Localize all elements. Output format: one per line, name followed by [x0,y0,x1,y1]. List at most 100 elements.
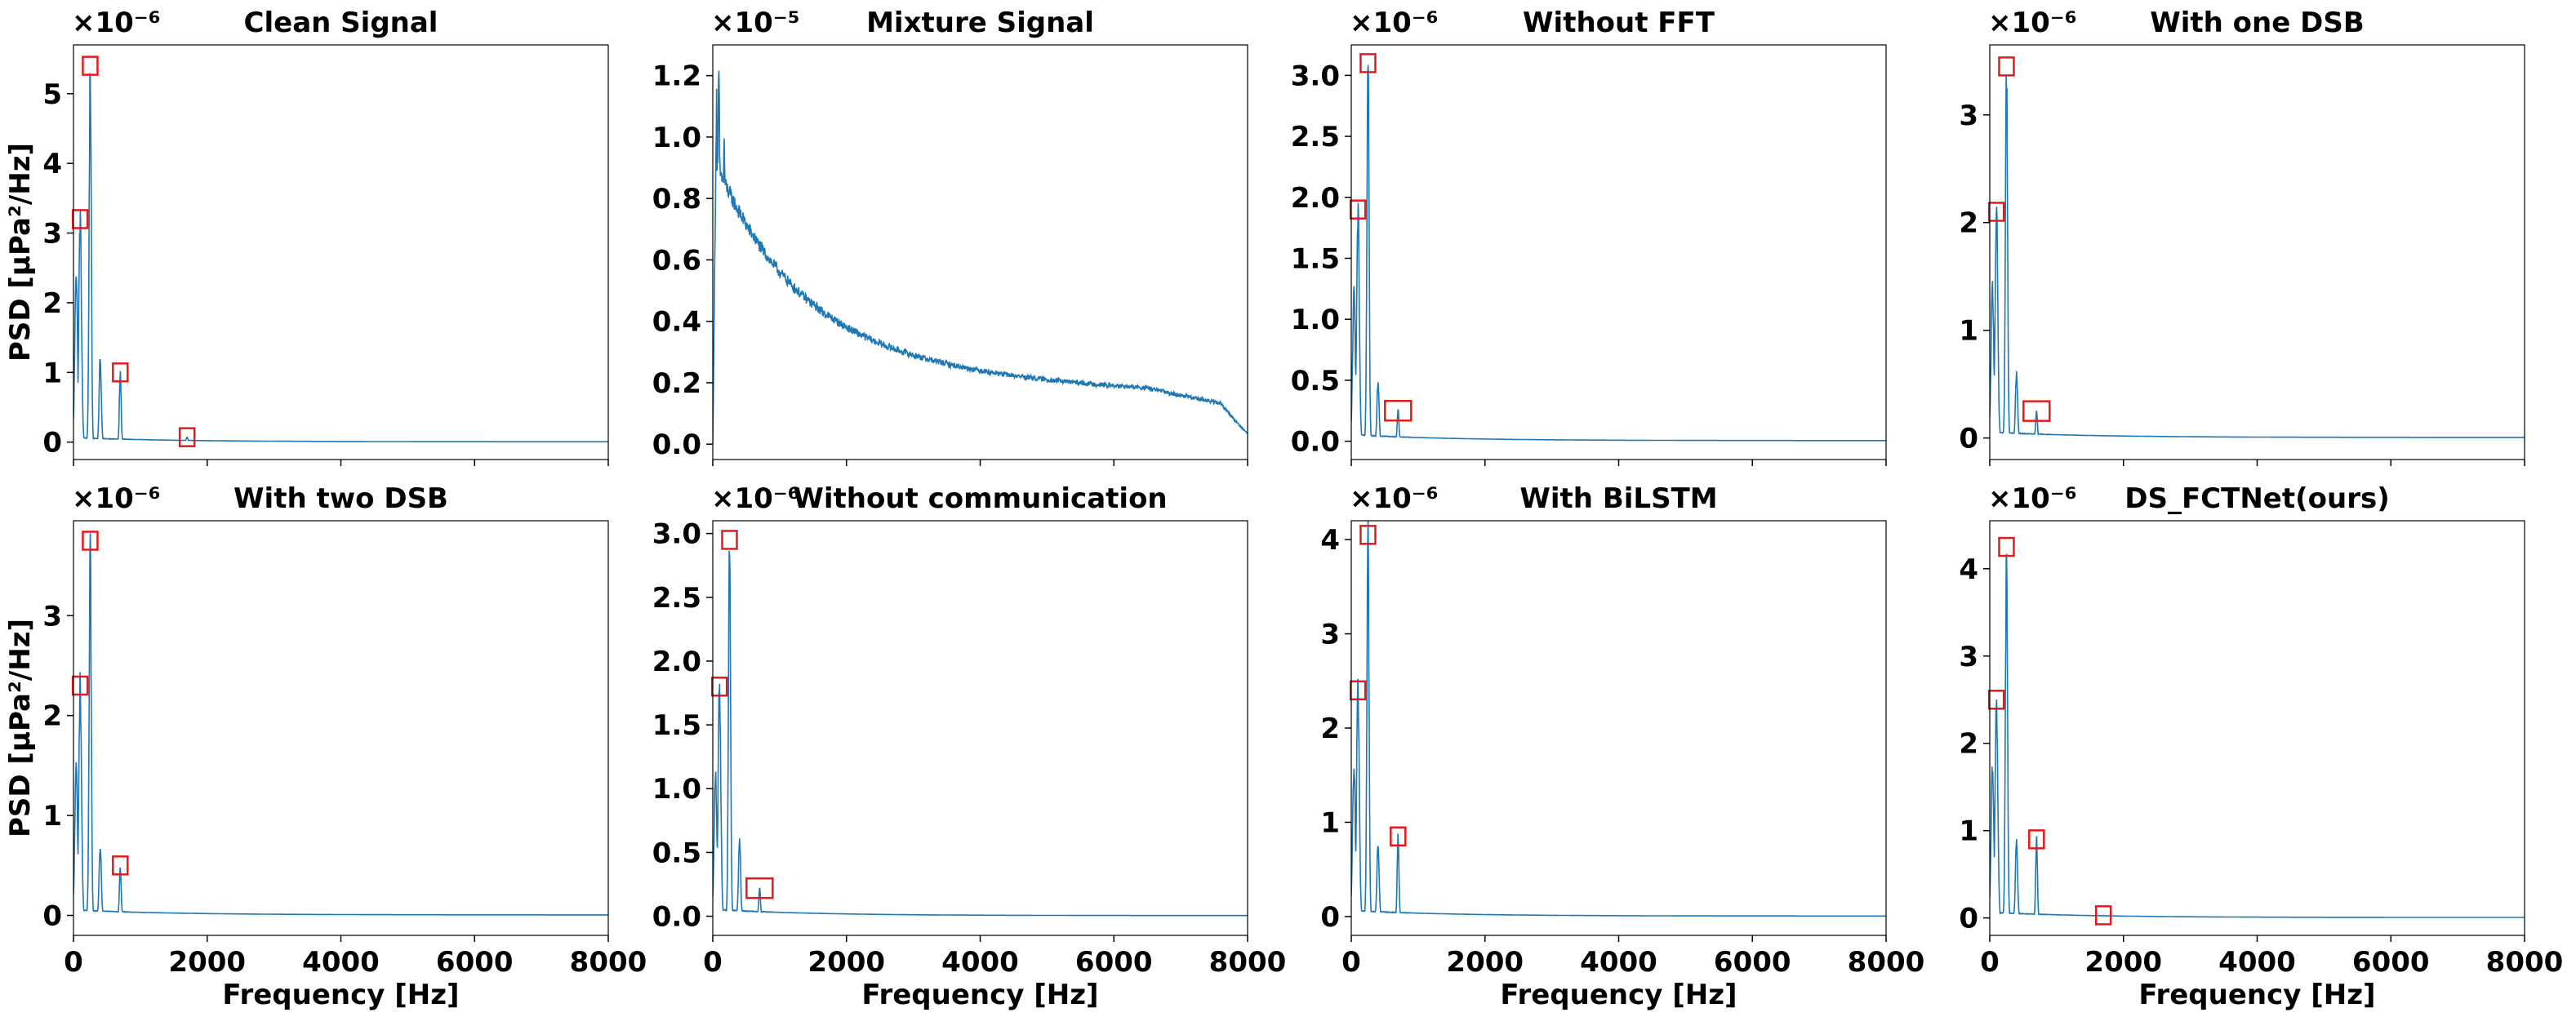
x-tick-label: 8000 [1848,946,1925,979]
y-multiplier: ×10⁻⁶ [1988,7,2077,39]
y-tick-label: 1 [42,357,62,389]
peak-highlight [1359,53,1377,73]
panel-title: With one DSB [2150,7,2365,39]
y-tick-label: 1 [42,800,62,833]
x-tick-label: 0 [1341,946,1361,979]
y-tick-label: 3.0 [1291,60,1340,92]
y-tick-label: 0.6 [652,244,701,277]
x-tick-label: 4000 [2218,946,2296,979]
panel-4: 0 1 2 3 ×10⁻⁶ With one DSB [1959,7,2525,466]
x-tick-label: 8000 [570,946,647,979]
y-tick-label: 0.2 [652,367,701,400]
y-tick-label: 1 [1959,315,1978,348]
axes-frame [712,520,1248,936]
peak-highlight [2094,905,2112,926]
peak-highlight [112,855,129,876]
axes-frame [1989,520,2525,936]
axes-frame [1350,44,1887,460]
y-tick-label: 1.0 [652,122,701,154]
x-tick-label: 4000 [302,946,380,979]
psd-trace [713,70,1248,444]
y-multiplier: ×10⁻⁶ [711,482,800,515]
y-tick-label: 1 [1320,806,1340,839]
peak-highlight [2022,400,2051,422]
y-multiplier: ×10⁻⁶ [1988,482,2077,515]
peak-highlight [1998,536,2015,557]
peak-highlight [71,675,89,696]
x-axis-label: Frequency [Hz] [861,979,1098,1011]
y-tick-label: 0.5 [652,837,701,869]
x-tick-label: 8000 [1209,946,1287,979]
y-tick-label: 5 [42,78,62,111]
y-tick-label: 1.2 [652,60,701,93]
x-tick-label: 4000 [941,946,1019,979]
x-tick-label: 6000 [1714,946,1791,979]
y-tick-label: 2.0 [652,646,701,678]
y-tick-label: 3 [1959,641,1978,673]
x-tick-label: 6000 [436,946,514,979]
y-tick-label: 0 [1959,903,1978,935]
axes-frame [73,520,609,936]
y-tick-label: 0 [42,427,62,460]
x-tick-label: 2000 [808,946,885,979]
y-tick-label: 0 [1959,423,1978,455]
x-tick-label: 0 [64,946,83,979]
y-tick-label: 3 [1959,100,1978,132]
peak-highlight [1349,680,1367,701]
y-tick-label: 0.0 [652,429,701,461]
panel-5: 0 1 2 3 0 2000 4000 6000 8000 ×10⁻⁶ With two DSB Fr… [4,482,647,1011]
y-tick-label: 0.4 [652,306,701,339]
x-tick-label: 6000 [2352,946,2430,979]
peak-highlight [1987,689,2005,710]
y-tick-label: 0 [1320,901,1340,934]
y-tick-label: 2.0 [1291,182,1340,215]
panel-1: 0 1 2 3 4 5 ×10⁻⁶ Clean Signal PSD [µPa²/Hz] [4,7,609,466]
psd-trace [73,73,608,442]
y-multiplier: ×10⁻⁶ [72,7,161,39]
psd-trace [1351,64,1886,442]
peak-highlight [2028,829,2045,850]
y-tick-label: 2.5 [652,582,701,615]
psd-trace [1990,75,2525,438]
psd-trace [1351,521,1886,917]
y-tick-label: 0.0 [1291,426,1340,459]
y-tick-label: 1.0 [652,773,701,806]
x-axis-label: Frequency [Hz] [1500,979,1737,1011]
panel-7: 0 1 2 3 4 0 2000 4000 6000 8000 ×10⁻⁶ With BiLSTM Fr… [1320,482,1924,1011]
y-tick-label: 2 [1320,713,1340,745]
x-tick-label: 0 [703,946,723,979]
peak-highlight [1987,202,2005,222]
panel-6: 0.0 0.5 1.0 1.5 2.0 2.5 3.0 0 2000 4000 6000 8000 ×1… [652,482,1287,1011]
peak-highlight [178,427,196,447]
peak-highlight [710,676,728,697]
axes-frame [1350,520,1887,936]
panel-title: Without FFT [1523,7,1715,39]
y-tick-label: 2 [42,700,62,733]
y-tick-label: 4 [1320,524,1340,557]
peak-highlight [82,56,99,76]
peak-highlight [1359,525,1377,545]
y-tick-label: 2 [1959,728,1978,761]
psd-trace [73,533,608,916]
y-tick-label: 3 [42,600,62,633]
x-tick-label: 6000 [1075,946,1153,979]
x-tick-label: 2000 [2084,946,2162,979]
y-tick-label: 1.0 [1291,304,1340,336]
psd-trace [1990,553,2525,918]
panel-3: 0.0 0.5 1.0 1.5 2.0 2.5 3.0 ×10⁻⁶ Without FFT [1291,7,1887,466]
panel-2: 0.0 0.2 0.4 0.6 0.8 1.0 1.2 ×10⁻⁵ Mixture Signal [652,7,1248,466]
y-multiplier: ×10⁻⁵ [711,7,800,39]
y-tick-label: 4 [1959,553,1978,586]
axes-frame [712,44,1248,460]
peak-highlight [1998,56,2015,77]
y-multiplier: ×10⁻⁶ [72,482,161,515]
y-tick-label: 3.0 [652,518,701,551]
y-tick-label: 0.5 [1291,365,1340,397]
x-tick-label: 2000 [168,946,246,979]
psd-trace [713,550,1248,917]
x-tick-label: 0 [1980,946,2000,979]
x-tick-label: 8000 [2486,946,2564,979]
y-tick-label: 0.0 [652,901,701,934]
peak-highlight [1349,199,1367,220]
panel-title: Mixture Signal [866,7,1094,39]
